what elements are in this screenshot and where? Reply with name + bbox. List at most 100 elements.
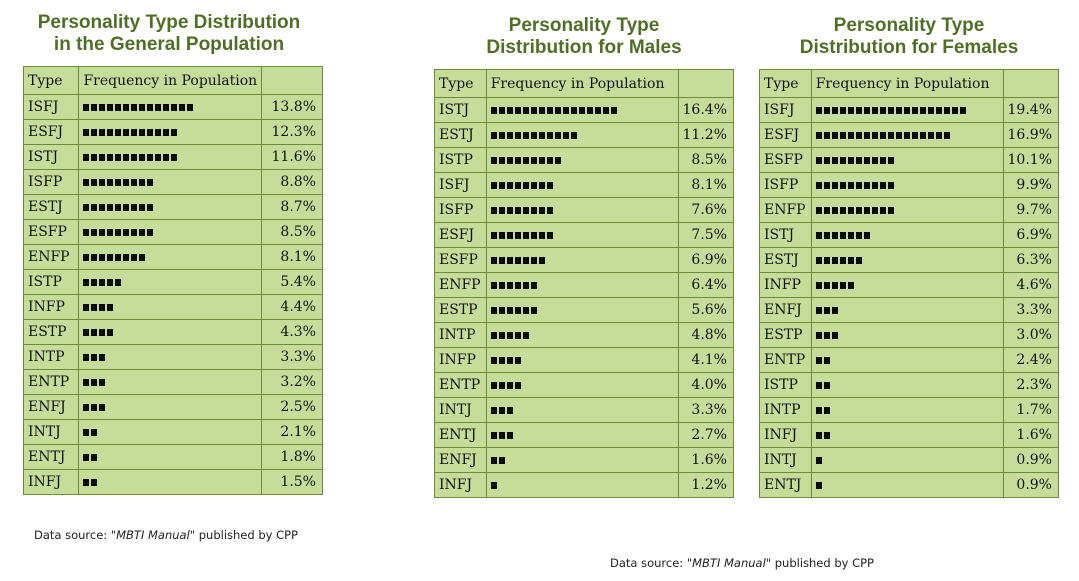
type-label: ESTP: [22, 319, 80, 345]
frequency-bar: [815, 154, 896, 166]
bar-square: [943, 107, 950, 114]
bar-square: [506, 207, 513, 214]
frequency-bar-cell: [810, 447, 1004, 473]
bar-square: [91, 254, 98, 261]
table-row: ESFJ 7.5%: [434, 222, 734, 248]
type-label: ESTP: [759, 322, 812, 348]
bar-square: [815, 407, 822, 414]
bar-square: [123, 229, 130, 236]
percent-label: 1.6%: [1002, 422, 1059, 448]
bar-square: [115, 279, 122, 286]
bar-square: [855, 157, 862, 164]
bar-square: [847, 207, 854, 214]
frequency-bar: [490, 204, 555, 216]
bar-square: [83, 104, 90, 111]
bar-square: [815, 207, 822, 214]
bar-square: [863, 157, 870, 164]
frequency-bar: [83, 201, 155, 213]
bar-square: [546, 107, 553, 114]
bar-square: [506, 232, 513, 239]
type-label: ISTJ: [759, 222, 812, 248]
bar-square: [171, 154, 178, 161]
table-row: ESFP 10.1%: [759, 147, 1059, 173]
frequency-bar: [490, 254, 547, 266]
bar-square: [871, 182, 878, 189]
bar-square: [823, 207, 830, 214]
table-row: ENFP 9.7%: [759, 197, 1059, 223]
bar-square: [490, 307, 497, 314]
bar-square: [139, 154, 146, 161]
bar-square: [831, 257, 838, 264]
frequency-bar: [815, 479, 824, 491]
bar-square: [107, 229, 114, 236]
percent-label: 2.5%: [261, 394, 323, 420]
frequency-bar: [83, 476, 99, 488]
column-header: Frequency in Population: [485, 69, 679, 98]
table-row: INTP 3.3%: [22, 344, 323, 370]
column-header: Frequency in Population: [810, 69, 1004, 98]
percent-label: 8.8%: [261, 169, 323, 195]
frequency-bar-cell: [78, 219, 263, 245]
frequency-bar-cell: [78, 144, 263, 170]
bar-square: [115, 229, 122, 236]
type-label: ISFP: [434, 197, 487, 223]
bar-square: [554, 157, 561, 164]
bar-square: [107, 329, 114, 336]
frequency-bar-cell: [485, 472, 679, 498]
bar-square: [927, 107, 934, 114]
bar-square: [107, 304, 114, 311]
bar-square: [498, 182, 505, 189]
table-row: ENTP 3.2%: [22, 369, 323, 395]
table-row: ISFP 9.9%: [759, 172, 1059, 198]
bar-square: [514, 307, 521, 314]
table-row: INFJ 1.5%: [22, 469, 323, 495]
bar-square: [847, 257, 854, 264]
bar-square: [538, 132, 545, 139]
frequency-bar-cell: [485, 172, 679, 198]
bar-square: [498, 357, 505, 364]
bar-square: [99, 129, 106, 136]
percent-label: 2.1%: [261, 419, 323, 445]
bar-square: [83, 354, 90, 361]
bar-square: [514, 382, 521, 389]
bar-square: [839, 107, 846, 114]
bar-square: [522, 232, 529, 239]
bar-square: [570, 107, 577, 114]
bar-square: [123, 254, 130, 261]
percent-label: 4.8%: [677, 322, 734, 348]
frequency-bar-cell: [810, 472, 1004, 498]
percent-label: 5.4%: [261, 269, 323, 295]
frequency-bar: [815, 429, 832, 441]
bar-square: [139, 254, 146, 261]
frequency-bar-cell: [810, 347, 1004, 373]
bar-square: [498, 282, 505, 289]
bar-square: [147, 154, 154, 161]
bar-square: [163, 154, 170, 161]
frequency-bar: [490, 379, 523, 391]
frequency-bar: [490, 154, 563, 166]
bar-square: [863, 132, 870, 139]
bar-square: [490, 382, 497, 389]
bar-square: [91, 104, 98, 111]
table-row: ISTJ 6.9%: [759, 222, 1059, 248]
type-label: ENFJ: [22, 394, 80, 420]
bar-square: [490, 107, 497, 114]
bar-square: [83, 179, 90, 186]
bar-square: [602, 107, 609, 114]
type-label: ENTP: [434, 372, 487, 398]
frequency-bar-cell: [78, 244, 263, 270]
bar-square: [490, 332, 497, 339]
percent-label: 19.4%: [1002, 97, 1059, 123]
bar-square: [847, 232, 854, 239]
bar-square: [823, 332, 830, 339]
bar-square: [546, 207, 553, 214]
bar-square: [823, 232, 830, 239]
percent-label: 9.9%: [1002, 172, 1059, 198]
frequency-bar: [815, 454, 824, 466]
percent-label: 7.6%: [677, 197, 734, 223]
bar-square: [514, 132, 521, 139]
table-row: ENTP 2.4%: [759, 347, 1059, 373]
bar-square: [546, 182, 553, 189]
bar-square: [522, 282, 529, 289]
table-row: ESTJ 8.7%: [22, 194, 323, 220]
